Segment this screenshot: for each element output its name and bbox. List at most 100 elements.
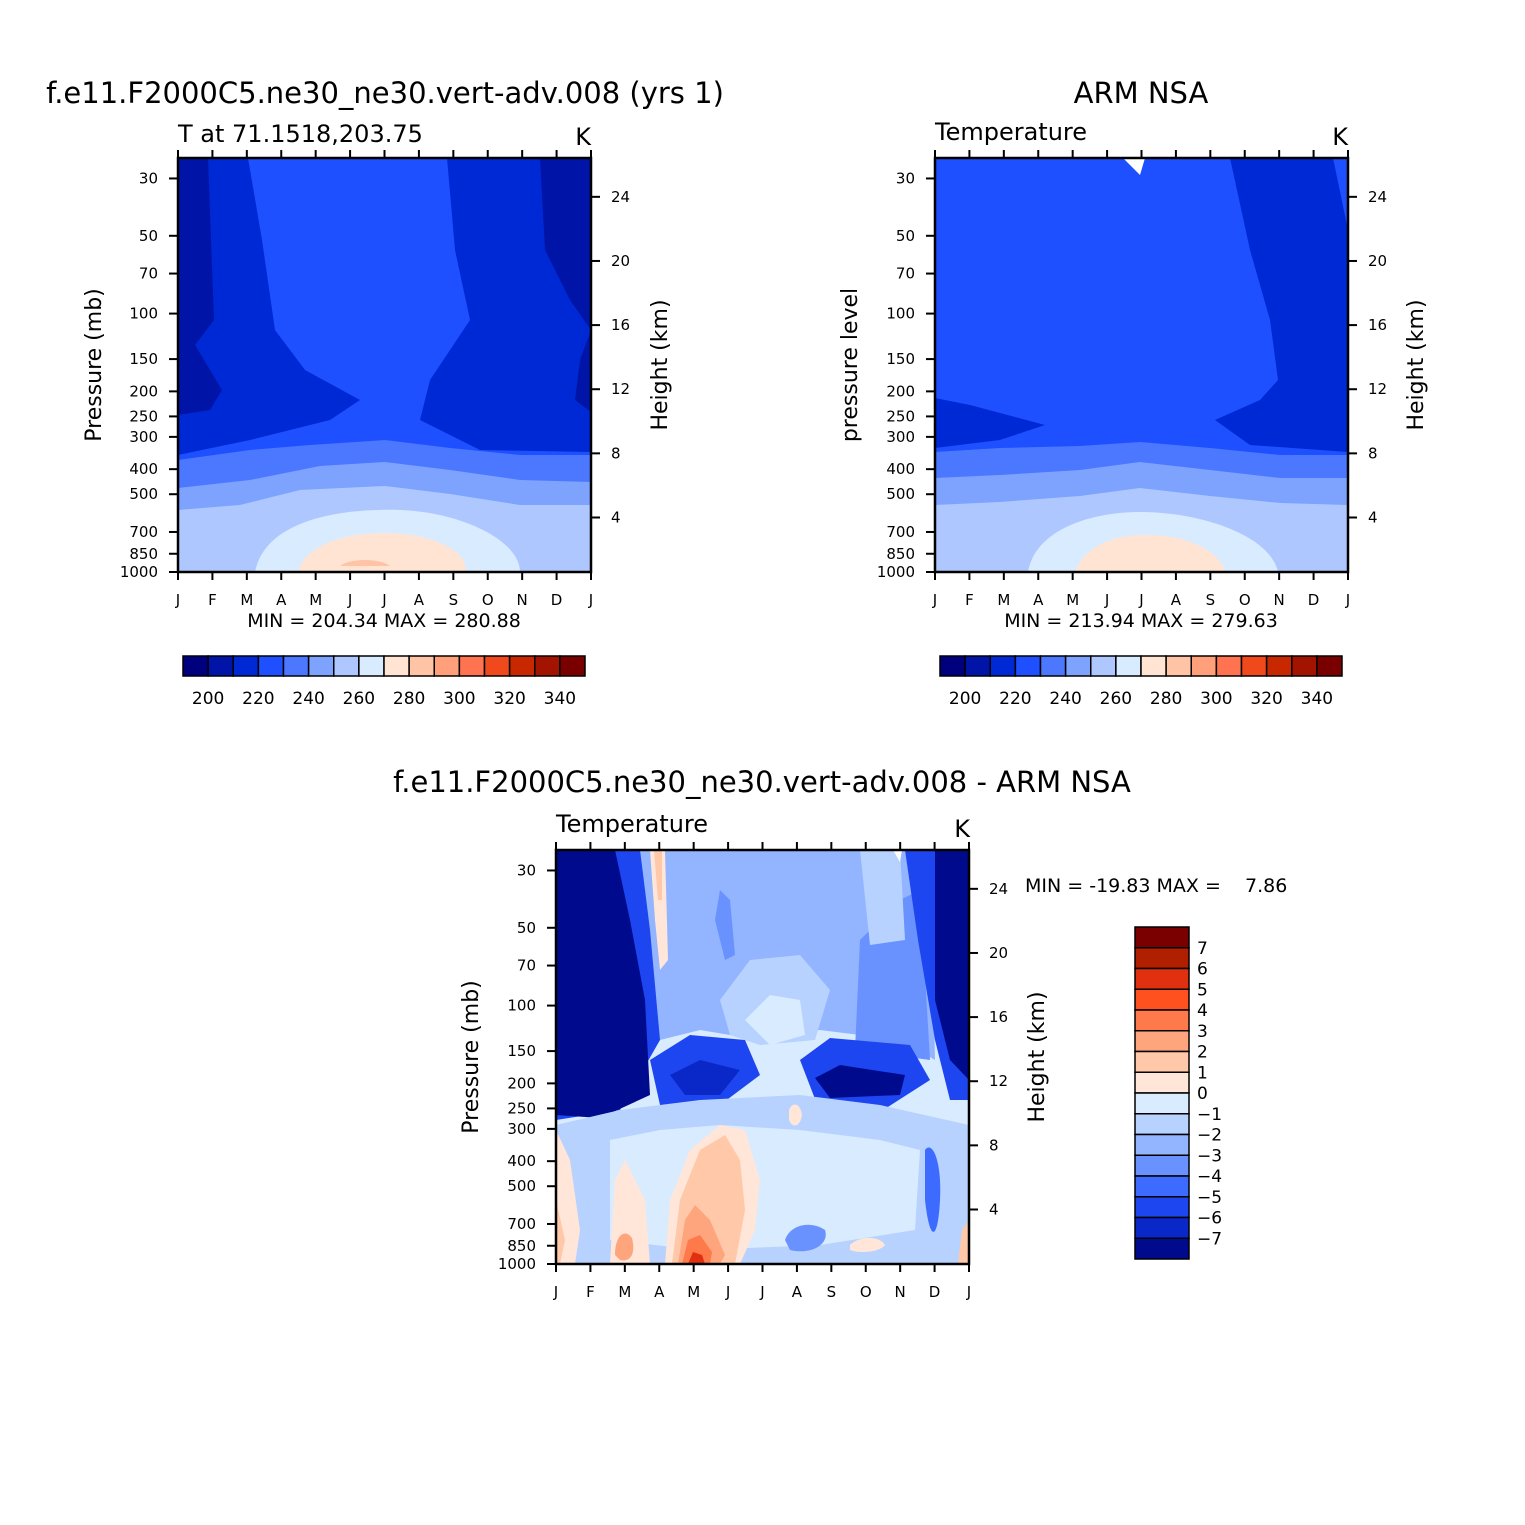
x-tick-label: A: [414, 591, 425, 609]
panel1-stats: MIN = 204.34 MAX = 280.88: [247, 610, 521, 632]
panel1-band: [298, 532, 466, 572]
x-tick-label: J: [381, 591, 386, 609]
colorbar-swatch: [1134, 1175, 1190, 1198]
panel3-band: [789, 1104, 802, 1126]
y-tick-label: 100: [507, 997, 536, 1015]
y-tick-label-right: 16: [989, 1008, 1008, 1026]
x-tick-label: F: [586, 1283, 595, 1301]
colorbar-swatch: [1134, 1216, 1190, 1239]
x-tick-label: J: [588, 591, 593, 609]
colorbar-label: 0: [1197, 1084, 1208, 1104]
panel2-axes: J F M A M J J A S O N D J 30 50 70 100 150 200 250 300 400 500…: [877, 150, 1387, 609]
colorbar-label: 5: [1197, 980, 1208, 1000]
y-tick-label: 200: [507, 1074, 536, 1092]
x-tick-label: J: [725, 1283, 730, 1301]
colorbar-label: −3: [1197, 1146, 1222, 1166]
colorbar-swatch: [1134, 1237, 1190, 1260]
panel2-band: [1333, 158, 1348, 230]
colorbar-label: −1: [1197, 1105, 1222, 1125]
y-tick-label: 30: [517, 861, 536, 879]
panel1-ylabel: Pressure (mb): [82, 288, 107, 442]
colorbar-swatch: [1134, 1113, 1190, 1136]
colorbar-label: 1: [1197, 1063, 1208, 1083]
colorbar-swatch: [282, 655, 310, 677]
y-tick-label-right: 20: [1368, 252, 1387, 270]
panel3-subtitle-left: Temperature: [555, 810, 708, 838]
panel3-ylabel: Pressure (mb): [459, 980, 484, 1134]
y-tick-label: 500: [129, 485, 158, 503]
y-tick-label: 150: [129, 350, 158, 368]
y-tick-label-right: 4: [1368, 508, 1378, 526]
x-tick-label: J: [553, 1283, 558, 1301]
colorbar-swatch: [1115, 655, 1142, 677]
colorbar-label: 6: [1197, 960, 1208, 980]
panel1-title: f.e11.F2000C5.ne30_ne30.vert-adv.008 (yr…: [46, 76, 724, 110]
y-tick-label: 850: [129, 545, 158, 563]
panel3-band: [556, 1200, 565, 1264]
y-tick-label: 1000: [498, 1255, 536, 1273]
x-tick-label: M: [309, 591, 322, 609]
panel3-band: [935, 850, 969, 1080]
panel3-ylabel-right: Height (km): [1025, 991, 1050, 1122]
colorbar-swatch: [483, 655, 511, 677]
y-tick-label-right: 12: [611, 380, 630, 398]
y-tick-label-right: 8: [611, 444, 621, 462]
colorbar-label: 300: [443, 689, 475, 709]
y-tick-label-right: 4: [989, 1200, 999, 1218]
panel1-band: [540, 158, 591, 330]
colorbar-label: 280: [1150, 689, 1182, 709]
x-tick-label: O: [1239, 591, 1251, 609]
colorbar-label: 340: [544, 689, 576, 709]
colorbar-swatch: [989, 655, 1017, 677]
panel1-subtitle-left: T at 71.1518,203.75: [177, 120, 423, 148]
colorbar-swatch: [1215, 655, 1243, 677]
panel2-subtitle-left: Temperature: [934, 118, 1087, 146]
y-tick-label: 700: [507, 1215, 536, 1233]
x-tick-label: M: [240, 591, 253, 609]
colorbar-swatch: [939, 655, 966, 677]
x-tick-label: M: [1066, 591, 1079, 609]
colorbar-swatch: [207, 655, 234, 677]
colorbar-label: 240: [1049, 689, 1081, 709]
x-tick-label: J: [966, 1283, 971, 1301]
colorbar-label: 260: [1100, 689, 1132, 709]
panel3-band: [925, 1147, 941, 1232]
y-tick-label: 150: [886, 350, 915, 368]
colorbar-label: 240: [292, 689, 324, 709]
x-tick-label: O: [860, 1283, 872, 1301]
panel1-band: [178, 158, 360, 455]
panel2-subtitle-right: K: [1332, 123, 1349, 151]
panel2-ylabel: pressure level: [838, 288, 863, 442]
x-tick-label: D: [551, 591, 563, 609]
y-tick-label: 300: [886, 428, 915, 446]
colorbar-swatch: [1134, 947, 1190, 970]
x-tick-label: A: [1033, 591, 1044, 609]
colorbar-swatch: [1134, 988, 1190, 1011]
panel3-band: [650, 850, 668, 970]
panel3-band: [785, 1224, 826, 1252]
colorbar-label: −2: [1197, 1126, 1222, 1146]
panel3-title: f.e11.F2000C5.ne30_ne30.vert-adv.008 - A…: [393, 765, 1131, 799]
y-tick-label-right: 12: [1368, 380, 1387, 398]
panel3-gap: [893, 850, 902, 862]
panel-obs: ARM NSA Temperature K J F M A M J J A S O N D J 30 50 7…: [838, 76, 1429, 709]
y-tick-label: 400: [507, 1152, 536, 1170]
panel3-band: [715, 890, 735, 960]
colorbar-label: 2: [1197, 1043, 1208, 1063]
panel3-subtitle-right: K: [954, 815, 971, 843]
x-tick-label: J: [1138, 591, 1143, 609]
panel3-band: [654, 850, 662, 900]
x-tick-label: M: [997, 591, 1010, 609]
colorbar-swatch: [1240, 655, 1268, 677]
colorbar-swatch: [1134, 1071, 1190, 1094]
panel2-band: [1075, 535, 1225, 572]
y-tick-label: 70: [139, 265, 158, 283]
x-tick-label: O: [482, 591, 494, 609]
y-tick-label: 50: [517, 919, 536, 937]
panel3-band: [688, 1252, 705, 1264]
colorbar-swatch: [559, 655, 586, 677]
colorbar-swatch: [358, 655, 385, 677]
panel2-title: ARM NSA: [1074, 76, 1209, 110]
panel1-axes: J F M A M J J A S O N D J 30 50 70 100 150 200 250 300 400 500…: [120, 150, 630, 609]
